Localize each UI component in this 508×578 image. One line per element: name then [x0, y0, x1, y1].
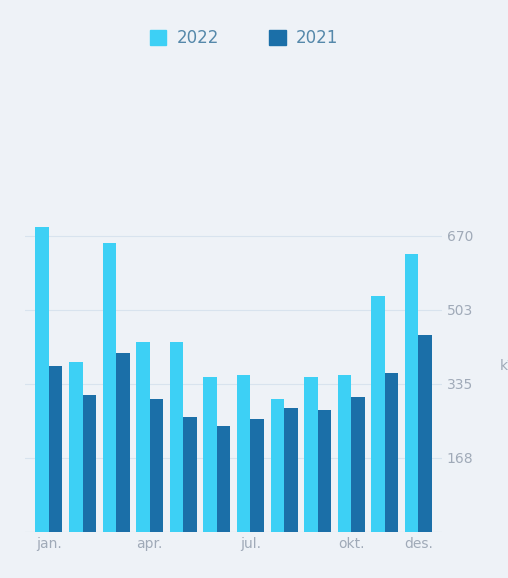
Bar	[103, 243, 116, 532]
Bar	[318, 410, 331, 532]
Bar	[203, 377, 217, 532]
Bar	[250, 419, 264, 532]
Bar	[419, 335, 432, 532]
Bar	[49, 366, 62, 532]
Bar	[136, 342, 150, 532]
Bar	[217, 426, 230, 532]
Bar	[116, 353, 130, 532]
Bar	[82, 395, 96, 532]
Legend: 2022, 2021: 2022, 2021	[143, 23, 344, 54]
Bar	[237, 375, 250, 532]
Bar	[304, 377, 318, 532]
Bar	[338, 375, 351, 532]
Bar	[170, 342, 183, 532]
Bar	[150, 399, 163, 532]
Bar	[271, 399, 284, 532]
Bar	[183, 417, 197, 532]
Bar	[284, 408, 298, 532]
Bar	[405, 254, 419, 532]
Bar	[36, 227, 49, 532]
Bar	[371, 295, 385, 532]
Bar	[385, 373, 398, 532]
Bar	[69, 362, 82, 532]
Bar	[351, 397, 365, 532]
Y-axis label: kWh: kWh	[500, 359, 508, 373]
